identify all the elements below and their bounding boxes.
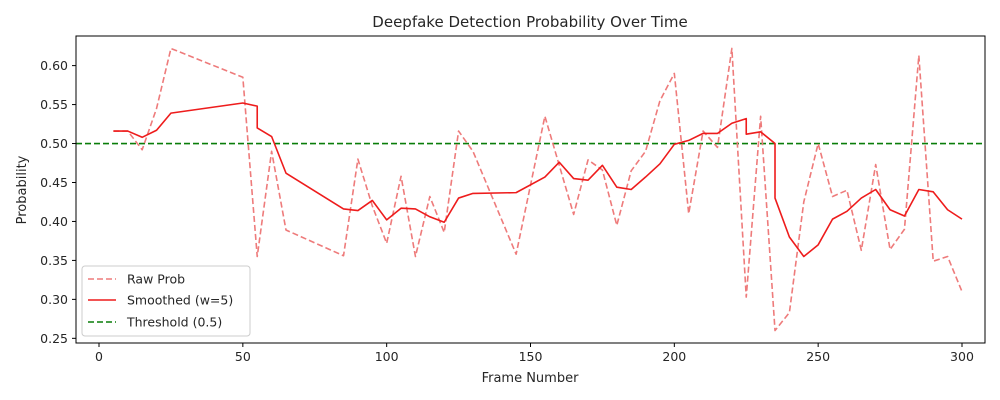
x-tick-label: 50	[235, 349, 251, 364]
legend-label-raw-prob: Raw Prob	[127, 272, 185, 287]
y-tick-label: 0.45	[40, 175, 68, 190]
legend: Raw Prob Smoothed (w=5) Threshold (0.5)	[81, 265, 251, 337]
y-tick-label: 0.35	[40, 253, 68, 268]
x-tick-label: 0	[95, 349, 103, 364]
series-line-raw-prob	[113, 47, 963, 332]
x-tick-label: 200	[662, 349, 686, 364]
y-tick-label: 0.25	[40, 331, 68, 346]
x-tick-label: 100	[375, 349, 399, 364]
y-tick-label: 0.55	[40, 97, 68, 112]
x-tick-label: 250	[806, 349, 830, 364]
x-axis-label: Frame Number	[482, 371, 580, 386]
y-axis-ticks: 0.25 0.30 0.35 0.40 0.45 0.50 0.55 0.60	[40, 58, 76, 346]
y-tick-label: 0.30	[40, 292, 68, 307]
x-axis-ticks: 0 50 100 150 200 250 300	[95, 343, 974, 364]
series-line-smoothed-w-5	[113, 102, 963, 258]
x-tick-label: 300	[950, 349, 974, 364]
legend-label-smoothed: Smoothed (w=5)	[127, 293, 233, 308]
y-tick-label: 0.50	[40, 136, 68, 151]
chart-title: Deepfake Detection Probability Over Time	[372, 13, 687, 31]
x-tick-label: 150	[519, 349, 543, 364]
legend-label-threshold: Threshold (0.5)	[126, 315, 222, 330]
y-axis-label: Probability	[15, 155, 30, 224]
legend-box	[81, 265, 251, 337]
plot-area	[76, 47, 985, 332]
y-tick-label: 0.60	[40, 58, 68, 73]
y-tick-label: 0.40	[40, 214, 68, 229]
